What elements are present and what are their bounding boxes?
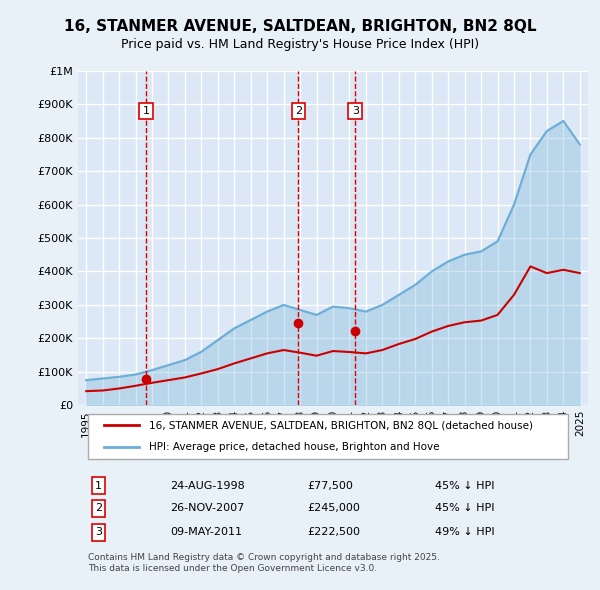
Text: 45% ↓ HPI: 45% ↓ HPI (435, 503, 494, 513)
Text: 26-NOV-2007: 26-NOV-2007 (170, 503, 244, 513)
Text: HPI: Average price, detached house, Brighton and Hove: HPI: Average price, detached house, Brig… (149, 442, 440, 453)
Text: 2: 2 (295, 106, 302, 116)
Text: £77,500: £77,500 (308, 481, 353, 491)
Text: 1: 1 (95, 481, 102, 491)
Text: Contains HM Land Registry data © Crown copyright and database right 2025.
This d: Contains HM Land Registry data © Crown c… (88, 553, 440, 573)
Text: £245,000: £245,000 (308, 503, 361, 513)
Text: 09-MAY-2011: 09-MAY-2011 (170, 527, 242, 537)
Text: £222,500: £222,500 (308, 527, 361, 537)
Text: 49% ↓ HPI: 49% ↓ HPI (435, 527, 494, 537)
Text: Price paid vs. HM Land Registry's House Price Index (HPI): Price paid vs. HM Land Registry's House … (121, 38, 479, 51)
Text: 3: 3 (95, 527, 102, 537)
Text: 3: 3 (352, 106, 359, 116)
Text: 2: 2 (95, 503, 102, 513)
Text: 16, STANMER AVENUE, SALTDEAN, BRIGHTON, BN2 8QL (detached house): 16, STANMER AVENUE, SALTDEAN, BRIGHTON, … (149, 420, 533, 430)
Text: 1: 1 (143, 106, 149, 116)
FancyBboxPatch shape (88, 414, 568, 459)
Text: 16, STANMER AVENUE, SALTDEAN, BRIGHTON, BN2 8QL: 16, STANMER AVENUE, SALTDEAN, BRIGHTON, … (64, 19, 536, 34)
Text: 24-AUG-1998: 24-AUG-1998 (170, 481, 245, 491)
Text: 45% ↓ HPI: 45% ↓ HPI (435, 481, 494, 491)
